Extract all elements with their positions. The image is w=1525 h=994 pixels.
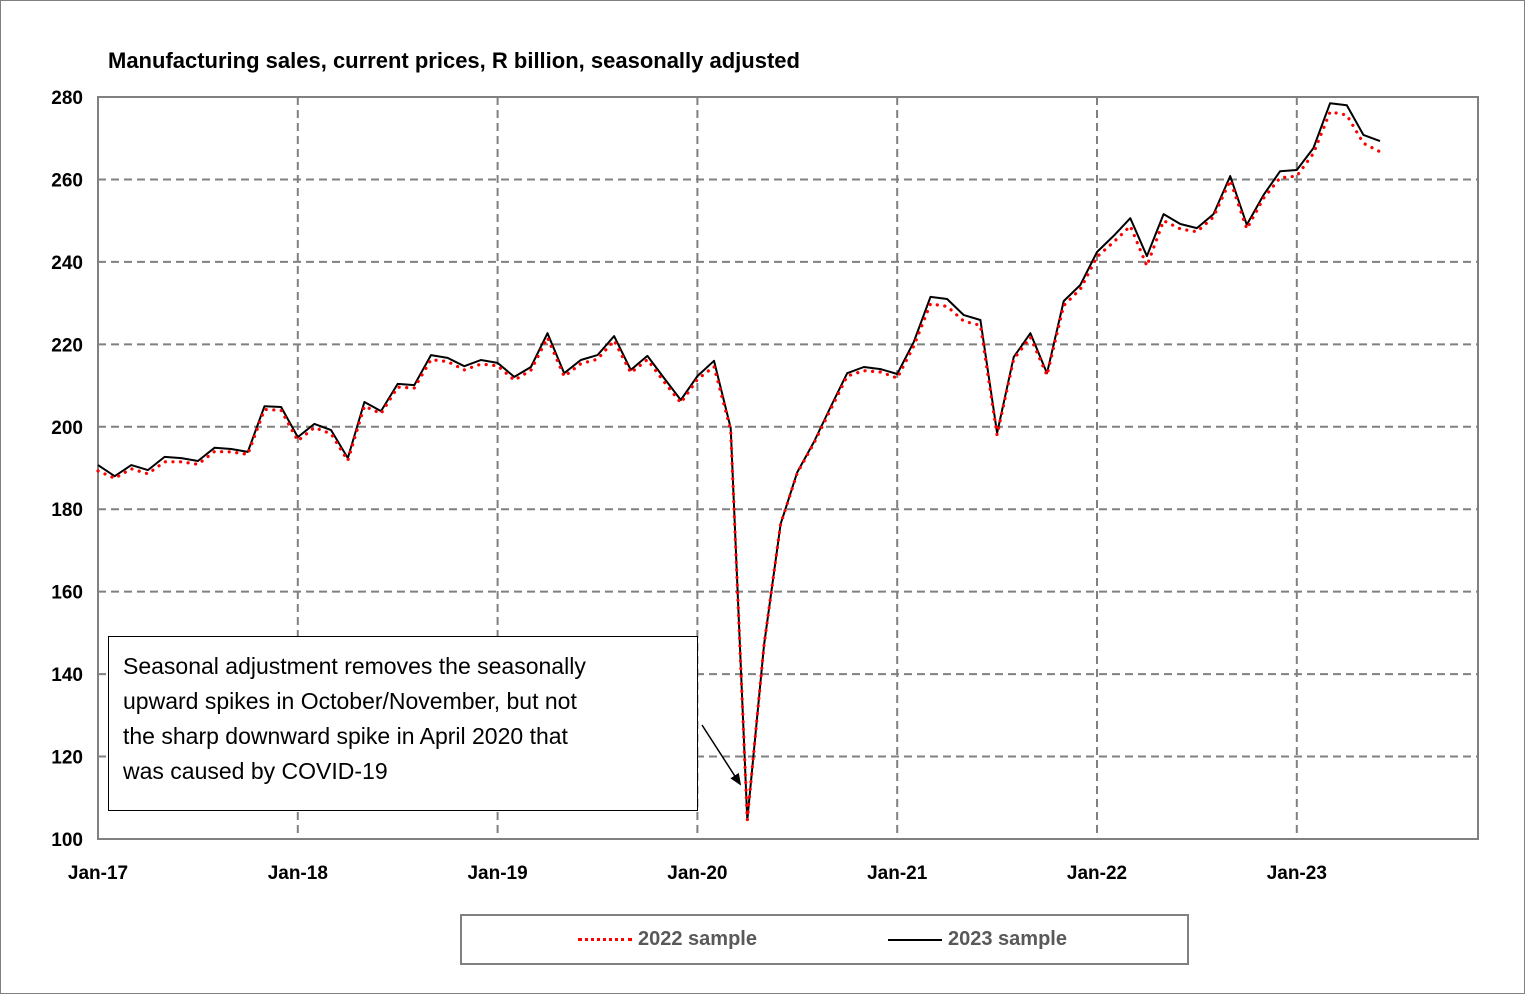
x-tick-label: Jan-21 xyxy=(867,863,928,884)
x-tick-label: Jan-18 xyxy=(268,863,328,884)
chart-title: Manufacturing sales, current prices, R b… xyxy=(108,48,800,73)
legend-label: 2022 sample xyxy=(638,928,757,950)
y-axis-ticks: 100 120 140 160 180 200 220 240 260 280 xyxy=(51,88,83,851)
y-tick-label: 200 xyxy=(51,418,83,439)
x-tick-label: Jan-19 xyxy=(467,863,527,884)
annotation-line: Seasonal adjustment removes the seasonal… xyxy=(123,653,586,679)
y-tick-label: 260 xyxy=(51,170,83,191)
x-axis-ticks: Jan-17 Jan-18 Jan-19 Jan-20 Jan-21 Jan-22 Jan-… xyxy=(68,863,1327,884)
y-tick-label: 100 xyxy=(51,830,83,851)
plot-area-border xyxy=(97,96,1479,840)
y-tick-label: 220 xyxy=(51,335,83,356)
x-tick-label: Jan-17 xyxy=(68,863,128,884)
legend-label: 2023 sample xyxy=(948,928,1067,950)
y-tick-label: 240 xyxy=(51,253,83,274)
y-tick-label: 120 xyxy=(51,748,83,769)
x-tick-label: Jan-23 xyxy=(1267,863,1327,884)
y-tick-label: 280 xyxy=(51,88,83,109)
annotation-line: was caused by COVID-19 xyxy=(123,758,388,784)
x-tick-label: Jan-22 xyxy=(1067,863,1127,884)
x-tick-label: Jan-20 xyxy=(667,863,727,884)
series-group xyxy=(96,102,1382,822)
annotation-box: Seasonal adjustment removes the seasonal… xyxy=(108,636,698,811)
series-line-2022-sample xyxy=(96,110,1382,822)
y-tick-label: 140 xyxy=(51,665,83,686)
legend-swatch-dotted-red xyxy=(578,938,632,942)
annotation-line: the sharp downward spike in April 2020 t… xyxy=(123,723,568,749)
legend-item-2023: 2023 sample xyxy=(888,928,1067,951)
legend-swatch-solid-black xyxy=(888,938,942,941)
annotation-line: upward spikes in October/November, but n… xyxy=(123,688,577,714)
legend: 2022 sample 2023 sample xyxy=(460,914,1189,965)
annotation-arrow xyxy=(701,724,742,786)
y-tick-label: 180 xyxy=(51,500,83,521)
y-tick-label: 160 xyxy=(51,583,83,604)
legend-item-2022: 2022 sample xyxy=(578,928,757,951)
